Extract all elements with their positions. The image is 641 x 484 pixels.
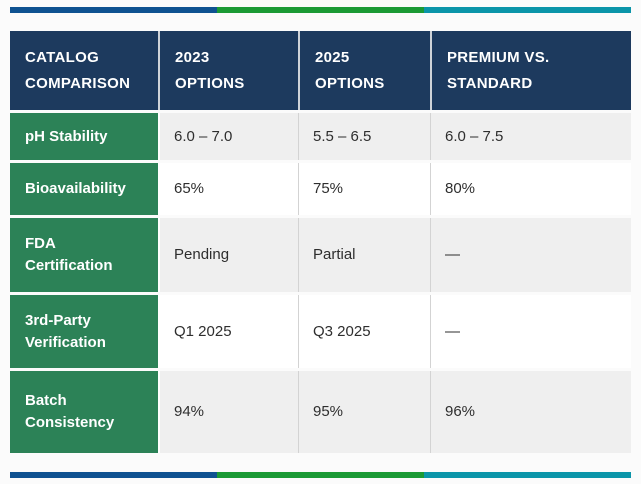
header-cell-premium-vs-standard: PREMIUM VS. STANDARD <box>430 31 631 110</box>
value-cell: 96% <box>430 371 631 453</box>
value-cell: Partial <box>298 218 430 292</box>
row-label-cell: FDA Certification <box>10 218 158 292</box>
accent-segment-teal <box>424 472 631 478</box>
value-cell: Pending <box>158 218 298 292</box>
top-accent-bar <box>10 7 631 13</box>
value-cell: 5.5 – 6.5 <box>298 113 430 160</box>
value-cell: 65% <box>158 163 298 215</box>
header-cell-catalog-comparison: CATALOG COMPARISON <box>10 31 158 110</box>
accent-segment-teal <box>424 7 631 13</box>
value-cell: 75% <box>298 163 430 215</box>
table-row-3rd-party-verification: 3rd-Party Verification Q1 2025 Q3 2025 — <box>10 295 631 368</box>
row-label-cell: pH Stability <box>10 113 158 160</box>
header-cell-2025-options: 2025 OPTIONS <box>298 31 430 110</box>
table-row-bioavailability: Bioavailability 65% 75% 80% <box>10 163 631 215</box>
value-cell: 6.0 – 7.5 <box>430 113 631 160</box>
header-cell-2023-options: 2023 OPTIONS <box>158 31 298 110</box>
value-cell: — <box>430 218 631 292</box>
table-row-fda-certification: FDA Certification Pending Partial — <box>10 218 631 292</box>
bottom-accent-bar <box>10 472 631 478</box>
accent-segment-blue <box>10 472 217 478</box>
header-row: CATALOG COMPARISON 2023 OPTIONS 2025 OPT… <box>10 31 631 110</box>
row-label-cell: 3rd-Party Verification <box>10 295 158 368</box>
table-row-batch-consistency: Batch Consistency 94% 95% 96% <box>10 371 631 453</box>
value-cell: — <box>430 295 631 368</box>
value-cell: 80% <box>430 163 631 215</box>
value-cell: 6.0 – 7.0 <box>158 113 298 160</box>
accent-segment-blue <box>10 7 217 13</box>
value-cell: 95% <box>298 371 430 453</box>
comparison-table: CATALOG COMPARISON 2023 OPTIONS 2025 OPT… <box>10 28 631 456</box>
value-cell: Q3 2025 <box>298 295 430 368</box>
value-cell: Q1 2025 <box>158 295 298 368</box>
table-row-ph-stability: pH Stability 6.0 – 7.0 5.5 – 6.5 6.0 – 7… <box>10 113 631 160</box>
accent-segment-green <box>217 7 424 13</box>
accent-segment-green <box>217 472 424 478</box>
row-label-cell: Batch Consistency <box>10 371 158 453</box>
row-label-cell: Bioavailability <box>10 163 158 215</box>
value-cell: 94% <box>158 371 298 453</box>
